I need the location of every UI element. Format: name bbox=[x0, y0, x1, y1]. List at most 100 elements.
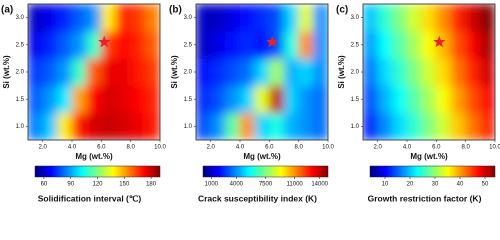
heat-cell bbox=[28, 4, 43, 32]
colorbar-tick-label: 10 bbox=[382, 182, 389, 188]
colorbar-tick-label: 30 bbox=[432, 182, 439, 188]
heat-cell bbox=[450, 30, 466, 59]
heat-cell bbox=[377, 112, 393, 140]
heat-cell bbox=[42, 4, 58, 32]
heat-cell bbox=[225, 4, 241, 32]
heat-cell bbox=[115, 112, 131, 140]
heat-cell bbox=[313, 4, 328, 32]
y-axis-label: Si (wt.%) bbox=[337, 55, 346, 89]
heat-cell bbox=[269, 112, 285, 140]
x-tick-label: 2.0 bbox=[373, 145, 382, 151]
heat-cell bbox=[86, 85, 102, 114]
y-tick-label: 1.5 bbox=[184, 97, 193, 103]
heat-cell bbox=[298, 4, 314, 32]
x-tick-label: 2.0 bbox=[38, 145, 47, 151]
heat-cell bbox=[363, 85, 378, 114]
heat-cell bbox=[145, 58, 160, 86]
colorbar-tick-label: 40 bbox=[457, 182, 464, 188]
y-tick-label: 3.0 bbox=[351, 15, 360, 21]
heat-cell bbox=[101, 58, 117, 86]
x-axis-label: Mg (wt.%) bbox=[410, 152, 448, 161]
plot-area bbox=[196, 4, 328, 140]
x-axis-label: Mg (wt.%) bbox=[75, 152, 113, 161]
y-tick-label: 2.0 bbox=[184, 70, 193, 76]
heat-cell bbox=[377, 58, 393, 86]
heat-cell bbox=[130, 85, 146, 114]
heat-cell bbox=[101, 85, 117, 114]
heat-cell bbox=[480, 112, 495, 140]
colorbar-label: Crack susceptibility index (K) bbox=[198, 193, 317, 203]
heat-cell bbox=[28, 30, 43, 59]
heat-cell bbox=[313, 85, 328, 114]
heat-cell bbox=[145, 112, 160, 140]
y-tick-label: 1.0 bbox=[184, 124, 193, 130]
heat-cell bbox=[363, 30, 378, 59]
heat-cell bbox=[377, 4, 393, 32]
star-marker bbox=[433, 35, 446, 48]
heat-cell bbox=[465, 112, 481, 140]
star-marker bbox=[266, 35, 279, 48]
x-tick-label: 6.0 bbox=[97, 145, 106, 151]
heat-cell bbox=[298, 58, 314, 86]
heat-cell bbox=[28, 85, 43, 114]
heat-cell bbox=[480, 30, 495, 59]
heat-cell bbox=[480, 4, 495, 32]
heat-cell bbox=[57, 58, 73, 86]
x-tick-label: 8.0 bbox=[126, 145, 135, 151]
heat-cell bbox=[406, 85, 422, 114]
x-tick-label: 6.0 bbox=[432, 145, 441, 151]
x-tick-label: 8.0 bbox=[461, 145, 470, 151]
heat-cell bbox=[421, 112, 437, 140]
heat-cell bbox=[130, 112, 146, 140]
panel-label: (a) bbox=[1, 5, 13, 16]
heat-cell bbox=[239, 58, 255, 86]
heat-cell bbox=[450, 85, 466, 114]
colorbar-tick-label: 11000 bbox=[287, 182, 304, 188]
heat-cell bbox=[269, 85, 285, 114]
y-tick-label: 1.5 bbox=[16, 97, 25, 103]
heat-cell bbox=[42, 58, 58, 86]
colorbar-label: Solidification interval (℃) bbox=[38, 193, 142, 203]
y-tick-label: 1.0 bbox=[351, 124, 360, 130]
heat-cell bbox=[28, 58, 43, 86]
colorbar-tick-label: 14000 bbox=[311, 182, 328, 188]
colorbar-tick-label: 90 bbox=[67, 182, 74, 188]
heat-cell bbox=[239, 85, 255, 114]
heat-cell bbox=[71, 112, 87, 140]
heat-cell bbox=[210, 58, 226, 86]
heat-cell bbox=[436, 58, 452, 86]
y-tick-label: 2.0 bbox=[16, 70, 25, 76]
heat-cell bbox=[225, 85, 241, 114]
heat-cell bbox=[377, 85, 393, 114]
y-axis-label: Si (wt.%) bbox=[2, 55, 11, 89]
heat-cell bbox=[210, 4, 226, 32]
heat-cell bbox=[283, 85, 299, 114]
colorbar-label: Growth restriction factor (K) bbox=[368, 193, 482, 203]
y-tick-label: 3.0 bbox=[184, 15, 193, 21]
heat-cell bbox=[283, 30, 299, 59]
y-tick-label: 1.5 bbox=[351, 97, 360, 103]
heat-cell bbox=[101, 4, 117, 32]
heat-cell bbox=[436, 85, 452, 114]
heat-cell bbox=[225, 112, 241, 140]
panel-label: (c) bbox=[336, 5, 348, 16]
heat-cell bbox=[406, 4, 422, 32]
colorbar-tick-label: 20 bbox=[407, 182, 414, 188]
heat-cell bbox=[363, 4, 378, 32]
heat-cell bbox=[406, 58, 422, 86]
colorbar bbox=[369, 165, 496, 178]
heat-cell bbox=[71, 4, 87, 32]
colorbar-tick-label: 180 bbox=[146, 182, 157, 188]
heat-cell bbox=[115, 58, 131, 86]
heat-cell bbox=[392, 4, 408, 32]
heat-cell bbox=[210, 30, 226, 59]
heat-cell bbox=[313, 30, 328, 59]
heat-cell bbox=[450, 58, 466, 86]
heat-cell bbox=[42, 85, 58, 114]
heat-cell bbox=[283, 4, 299, 32]
colorbar-tick-label: 4000 bbox=[230, 182, 244, 188]
heat-cell bbox=[436, 112, 452, 140]
y-tick-label: 2.0 bbox=[351, 70, 360, 76]
panel-label: (b) bbox=[169, 5, 182, 16]
heat-cell bbox=[115, 4, 131, 32]
